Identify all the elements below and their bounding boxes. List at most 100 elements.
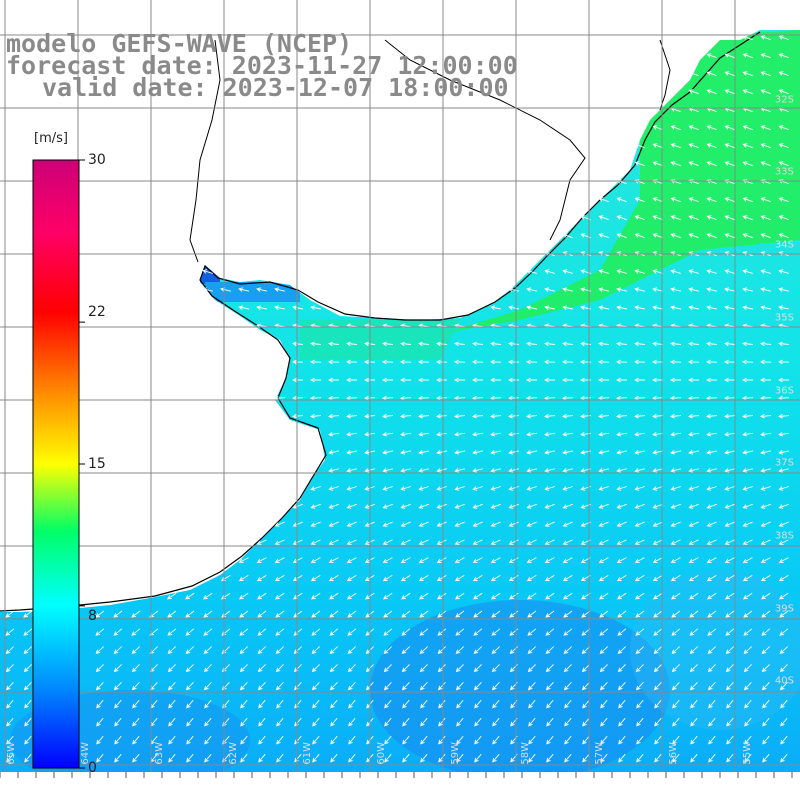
wind-arrow: [526, 287, 538, 292]
wind-arrow: [670, 215, 681, 221]
wind-arrow: [778, 35, 789, 41]
wind-arrow: [760, 450, 771, 455]
wind-arrow: [508, 305, 519, 310]
wind-arrow: [436, 341, 448, 347]
wind-arrow: [400, 486, 411, 491]
wind-arrow: [600, 699, 608, 709]
wind-arrow: [527, 628, 537, 636]
wind-arrow: [346, 450, 357, 455]
wind-arrow: [562, 287, 574, 292]
wind-arrow: [526, 575, 537, 582]
wind-arrow: [616, 341, 628, 347]
wind-arrow: [346, 468, 357, 473]
wind-arrow: [330, 753, 338, 763]
wind-arrow: [760, 503, 771, 509]
wind-arrow: [654, 717, 662, 727]
wind-arrow: [636, 735, 644, 745]
wind-arrow: [616, 377, 627, 383]
wind-arrow: [490, 305, 501, 310]
wind-arrow: [634, 557, 645, 563]
wind-arrow: [436, 486, 447, 491]
wind-arrow: [526, 269, 537, 274]
wind-arrow: [490, 539, 501, 545]
wind-arrow: [707, 592, 717, 600]
wind-arrow: [545, 646, 555, 655]
wind-arrow: [310, 503, 321, 509]
wind-arrow: [688, 215, 699, 221]
wind-arrow: [544, 287, 556, 292]
wind-arrow: [652, 557, 663, 563]
wind-arrow: [599, 628, 609, 636]
wind-arrow: [526, 377, 537, 383]
wind-arrow: [6, 753, 14, 763]
wind-arrow: [688, 269, 699, 274]
wind-arrow: [5, 628, 15, 636]
wind-arrow: [742, 53, 753, 59]
wind-arrow: [276, 753, 284, 763]
wind-arrow: [616, 450, 627, 455]
wind-arrow: [347, 681, 356, 691]
wind-arrow: [258, 699, 266, 709]
wind-arrow: [329, 592, 339, 600]
wind-arrow: [779, 628, 789, 636]
wind-arrow: [724, 53, 735, 59]
wind-arrow: [310, 359, 322, 365]
wind-arrow: [598, 395, 610, 401]
wind-arrow: [436, 431, 447, 437]
coastline: [0, 31, 761, 612]
wind-arrow: [328, 468, 339, 473]
wind-arrow: [599, 610, 609, 618]
wind-arrow: [617, 610, 627, 618]
wind-arrow: [562, 468, 573, 473]
wind-arrow: [132, 735, 140, 745]
wind-arrow: [438, 699, 446, 709]
wind-arrow: [526, 413, 538, 419]
wind-arrow: [454, 450, 465, 455]
wind-arrow: [778, 575, 789, 582]
wind-arrow: [418, 575, 429, 582]
wind-arrow: [742, 413, 754, 419]
wind-arrow: [527, 610, 537, 618]
wind-arrow: [671, 592, 681, 600]
wind-arrow: [544, 575, 555, 582]
wind-arrow: [95, 664, 104, 673]
wind-arrow: [742, 89, 753, 95]
wind-arrow: [707, 646, 717, 655]
wind-arrow: [474, 717, 482, 727]
wind-arrow: [652, 215, 663, 221]
wind-arrow: [472, 539, 483, 545]
wind-arrow: [491, 610, 501, 618]
wind-arrow: [329, 664, 338, 673]
wind-arrow: [311, 646, 321, 655]
wind-arrow: [346, 395, 358, 401]
wind-arrow: [437, 592, 447, 600]
wind-arrow: [581, 664, 590, 673]
wind-arrow: [724, 395, 736, 401]
wind-arrow: [706, 575, 717, 582]
wind-arrow: [634, 450, 645, 455]
wind-arrow: [670, 575, 681, 582]
wind-arrow: [562, 341, 574, 347]
wind-arrow: [310, 575, 321, 582]
wind-arrow: [346, 503, 357, 509]
wind-arrow: [562, 539, 573, 545]
wind-arrow: [400, 557, 411, 563]
wind-arrow: [670, 341, 682, 347]
wind-arrow: [382, 557, 393, 563]
wind-arrows: [5, 35, 790, 763]
wind-arrow: [598, 197, 609, 203]
wind-arrow: [5, 610, 15, 618]
wind-arrow: [328, 450, 339, 455]
wind-arrow: [490, 503, 501, 509]
wind-arrow: [203, 646, 213, 655]
wind-arrow: [598, 503, 609, 509]
wind-arrow: [725, 592, 735, 600]
wind-arrow: [544, 539, 555, 545]
wind-arrow: [778, 431, 789, 437]
wind-arrow: [544, 413, 556, 419]
wind-arrow: [544, 341, 556, 347]
wind-arrow: [598, 413, 610, 419]
wind-arrow: [382, 431, 393, 437]
wind-arrow: [472, 341, 484, 347]
wind-arrow: [742, 431, 753, 437]
